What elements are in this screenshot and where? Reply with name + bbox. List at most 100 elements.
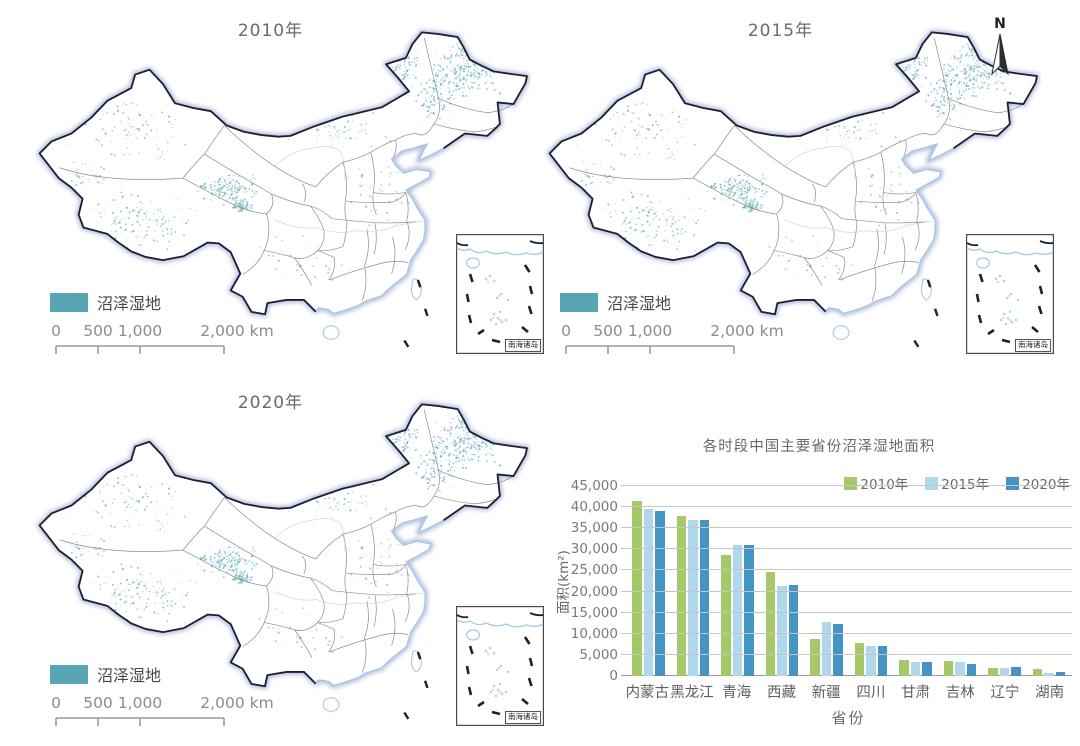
- plot-area: 2010年 2015年 2020年: [621, 476, 1072, 676]
- scale-tick-label: 0: [51, 694, 61, 712]
- bar-2020年-甘肃: [922, 662, 932, 676]
- scale-tick-label: 1,000: [117, 694, 163, 712]
- bar-2010年-甘肃: [899, 659, 909, 676]
- x-axis-label: 省份: [831, 709, 866, 727]
- y-tick-label: 40,000: [570, 499, 618, 516]
- scale-tick-label: 2,000 km: [200, 322, 274, 340]
- scale-tick-label: 1,000: [117, 322, 163, 340]
- bar-2020年-黑龙江: [699, 519, 709, 676]
- x-tick-label: 吉林: [945, 685, 975, 701]
- south-china-sea-inset: 南海诸岛: [966, 234, 1054, 356]
- bar-2015年-辽宁: [999, 667, 1009, 676]
- y-tick-label: 10,000: [570, 625, 618, 642]
- scale-tick-label: 2,000 km: [710, 322, 784, 340]
- bar-2020年-内蒙古: [655, 510, 665, 676]
- bar-group-新疆: [810, 621, 843, 676]
- inset-label: 南海诸岛: [505, 339, 541, 352]
- bar-group-内蒙古: [632, 500, 665, 676]
- legend-swatch: [844, 476, 858, 490]
- x-tick-label: 湖南: [1035, 685, 1065, 701]
- scale-bar: 0 500 1,000 2,000 km: [558, 322, 818, 364]
- legend-item-2020年: 2020年: [1006, 473, 1070, 493]
- bar-2020年-辽宁: [1011, 667, 1021, 676]
- legend-item-2015年: 2015年: [925, 473, 989, 493]
- wetland-legend-label: 沼泽湿地: [607, 294, 672, 313]
- wetland-swatch: [560, 292, 598, 312]
- bar-2010年-黑龙江: [676, 515, 686, 676]
- bar-2015年-内蒙古: [643, 508, 653, 676]
- y-axis-label: 面积(km²): [556, 550, 572, 614]
- scale-bar-line: [565, 345, 735, 354]
- map-panel-2015: 2015年 沼泽湿地 0 500 1,000 2,000 km 南海诸岛: [538, 4, 1055, 372]
- x-axis-ticks: 内蒙古 黑龙江 青海 西藏 新疆 四川 甘肃 吉林 辽宁 湖南: [625, 681, 1072, 702]
- bar-2010年-新疆: [810, 639, 820, 676]
- scale-bar: 0 500 1,000 2,000 km: [48, 694, 308, 736]
- gridline: [621, 590, 1072, 592]
- south-china-sea-inset: 南海诸岛: [456, 606, 544, 728]
- x-tick-label: 四川: [856, 685, 886, 701]
- bar-2020年-吉林: [966, 663, 976, 676]
- x-tick-label: 青海: [722, 685, 752, 701]
- scale-tick-label: 0: [561, 322, 571, 340]
- map-legend: 沼泽湿地: [560, 290, 671, 314]
- scale-bar-line: [55, 717, 225, 726]
- bar-2020年-湖南: [1055, 671, 1065, 676]
- y-tick-label: 35,000: [570, 520, 618, 537]
- y-tick-label: 15,000: [570, 604, 618, 621]
- north-arrow: N: [986, 16, 1014, 82]
- map-title-2010: 2010年: [237, 21, 304, 41]
- bar-2015年-西藏: [777, 585, 787, 676]
- x-tick-label: 甘肃: [901, 685, 931, 701]
- bar-2015年-湖南: [1044, 673, 1054, 676]
- scale-bar-line: [55, 345, 225, 354]
- gridline: [621, 527, 1072, 529]
- gridline: [621, 548, 1072, 550]
- gridline: [621, 569, 1072, 571]
- y-tick-label: 30,000: [570, 541, 618, 558]
- inset-label: 南海诸岛: [505, 711, 541, 724]
- chart-legend: 2010年 2015年 2020年: [844, 473, 1070, 493]
- scale-tick-label: 500: [593, 322, 623, 340]
- bar-group-湖南: [1032, 668, 1065, 676]
- legend-swatch: [925, 476, 939, 490]
- bar-group-辽宁: [988, 667, 1021, 676]
- wetland-swatch: [50, 292, 88, 312]
- bar-group-黑龙江: [676, 515, 709, 676]
- legend-item-2010年: 2010年: [844, 473, 908, 493]
- bar-2015年-四川: [866, 646, 876, 676]
- y-tick-label: 45,000: [570, 478, 618, 494]
- legend-label: 2010年: [860, 477, 909, 493]
- y-tick-label: 5,000: [579, 646, 618, 663]
- scale-tick-label: 2,000 km: [200, 694, 274, 712]
- inset-label: 南海诸岛: [1015, 339, 1051, 352]
- bar-group-吉林: [943, 660, 976, 676]
- bar-2020年-四川: [877, 645, 887, 676]
- south-china-sea-inset: 南海诸岛: [456, 234, 544, 356]
- bar-2020年-西藏: [788, 585, 798, 676]
- scale-tick-label: 500: [83, 694, 113, 712]
- bar-2010年-西藏: [765, 572, 775, 676]
- bar-2010年-湖南: [1032, 668, 1042, 676]
- gridline: [621, 506, 1072, 508]
- x-tick-label: 内蒙古: [625, 685, 670, 701]
- bars-row: [625, 486, 1072, 676]
- bar-2015年-新疆: [821, 621, 831, 676]
- scale-tick-label: 0: [51, 322, 61, 340]
- bar-2015年-黑龙江: [688, 519, 698, 676]
- y-tick-label: 20,000: [570, 583, 618, 600]
- gridline: [621, 611, 1072, 613]
- x-tick-label: 辽宁: [990, 685, 1020, 701]
- scale-tick-label: 1,000: [627, 322, 673, 340]
- bar-group-甘肃: [899, 659, 932, 676]
- map-panel-2010: 2010年 沼泽湿地 0 500 1,000 2,000 km 南海诸岛: [28, 4, 545, 372]
- north-arrow-label: N: [994, 16, 1006, 32]
- bar-2010年-青海: [721, 554, 731, 676]
- map-panel-2020: 2020年 沼泽湿地 0 500 1,000 2,000 km 南海诸岛: [28, 376, 545, 744]
- bar-chart-panel: 各时段中国主要省份沼泽湿地面积 面积(km²) 0 5,000 10,000 15,0…: [556, 424, 1080, 746]
- chart-title: 各时段中国主要省份沼泽湿地面积: [702, 439, 936, 455]
- bar-group-青海: [721, 545, 754, 676]
- bar-2015年-青海: [732, 545, 742, 676]
- wetland-legend-label: 沼泽湿地: [97, 294, 162, 313]
- gridline: [621, 632, 1072, 634]
